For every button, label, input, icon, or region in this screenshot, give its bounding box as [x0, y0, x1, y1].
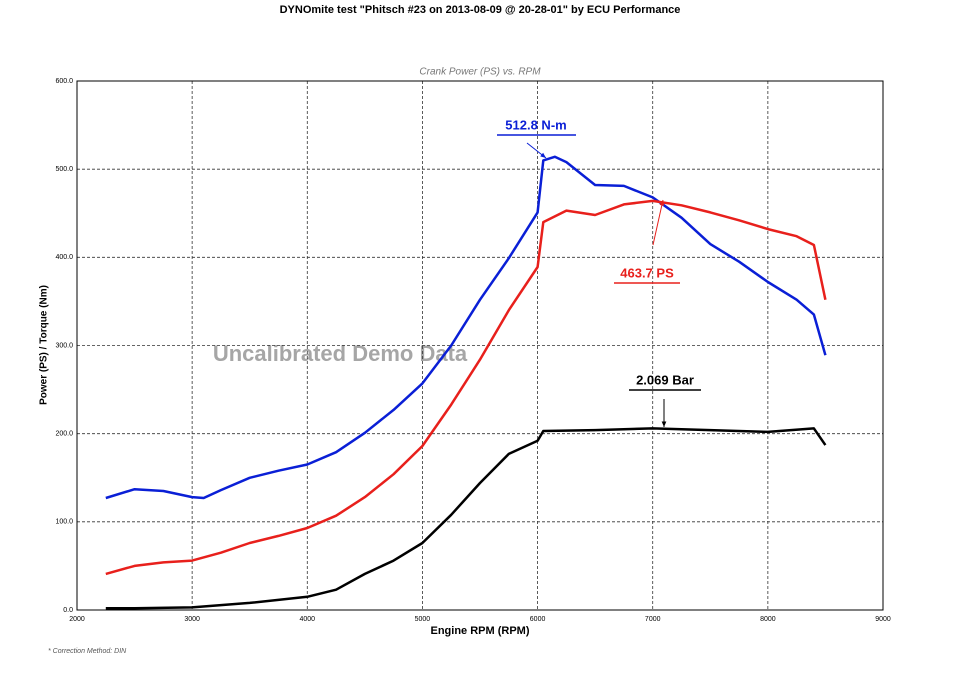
chart-title: DYNOmite test "Phitsch #23 on 2013-08-09… — [280, 4, 681, 16]
x-tick-label: 7000 — [645, 616, 661, 623]
y-tick-label: 300.0 — [55, 342, 73, 349]
y-tick-label: 500.0 — [55, 166, 73, 173]
watermark: Uncalibrated Demo Data — [213, 341, 468, 366]
data-line — [105, 199, 827, 576]
data-line — [105, 155, 827, 500]
y-tick-label: 100.0 — [55, 519, 73, 526]
x-tick-label: 9000 — [875, 616, 891, 623]
x-tick-label: 4000 — [299, 616, 315, 623]
annotation-arrow — [652, 199, 664, 246]
y-tick-label: 0.0 — [63, 607, 73, 614]
y-tick-label: 600.0 — [55, 78, 73, 85]
annotation: 512.8 N-m — [505, 117, 566, 132]
y-tick-label: 200.0 — [55, 431, 73, 438]
plot-frame — [76, 80, 884, 611]
annotation-arrowhead — [659, 200, 665, 206]
annotation: 2.069 Bar — [636, 372, 694, 387]
data-line — [105, 427, 827, 610]
y-tick-label: 400.0 — [55, 254, 73, 261]
x-tick-label: 2000 — [69, 616, 85, 623]
x-tick-label: 6000 — [530, 616, 546, 623]
y-axis-label: Power (PS) / Torque (Nm) — [39, 285, 50, 405]
annotation: 463.7 PS — [620, 265, 674, 280]
footnote: * Correction Method: DIN — [48, 648, 127, 655]
annotation-arrowhead — [540, 152, 546, 158]
x-tick-label: 5000 — [415, 616, 431, 623]
annotation-arrowhead — [661, 421, 667, 427]
x-tick-label: 3000 — [184, 616, 200, 623]
x-axis-label: Engine RPM (RPM) — [431, 625, 530, 637]
x-tick-label: 8000 — [760, 616, 776, 623]
chart-subtitle: Crank Power (PS) vs. RPM — [419, 67, 541, 78]
